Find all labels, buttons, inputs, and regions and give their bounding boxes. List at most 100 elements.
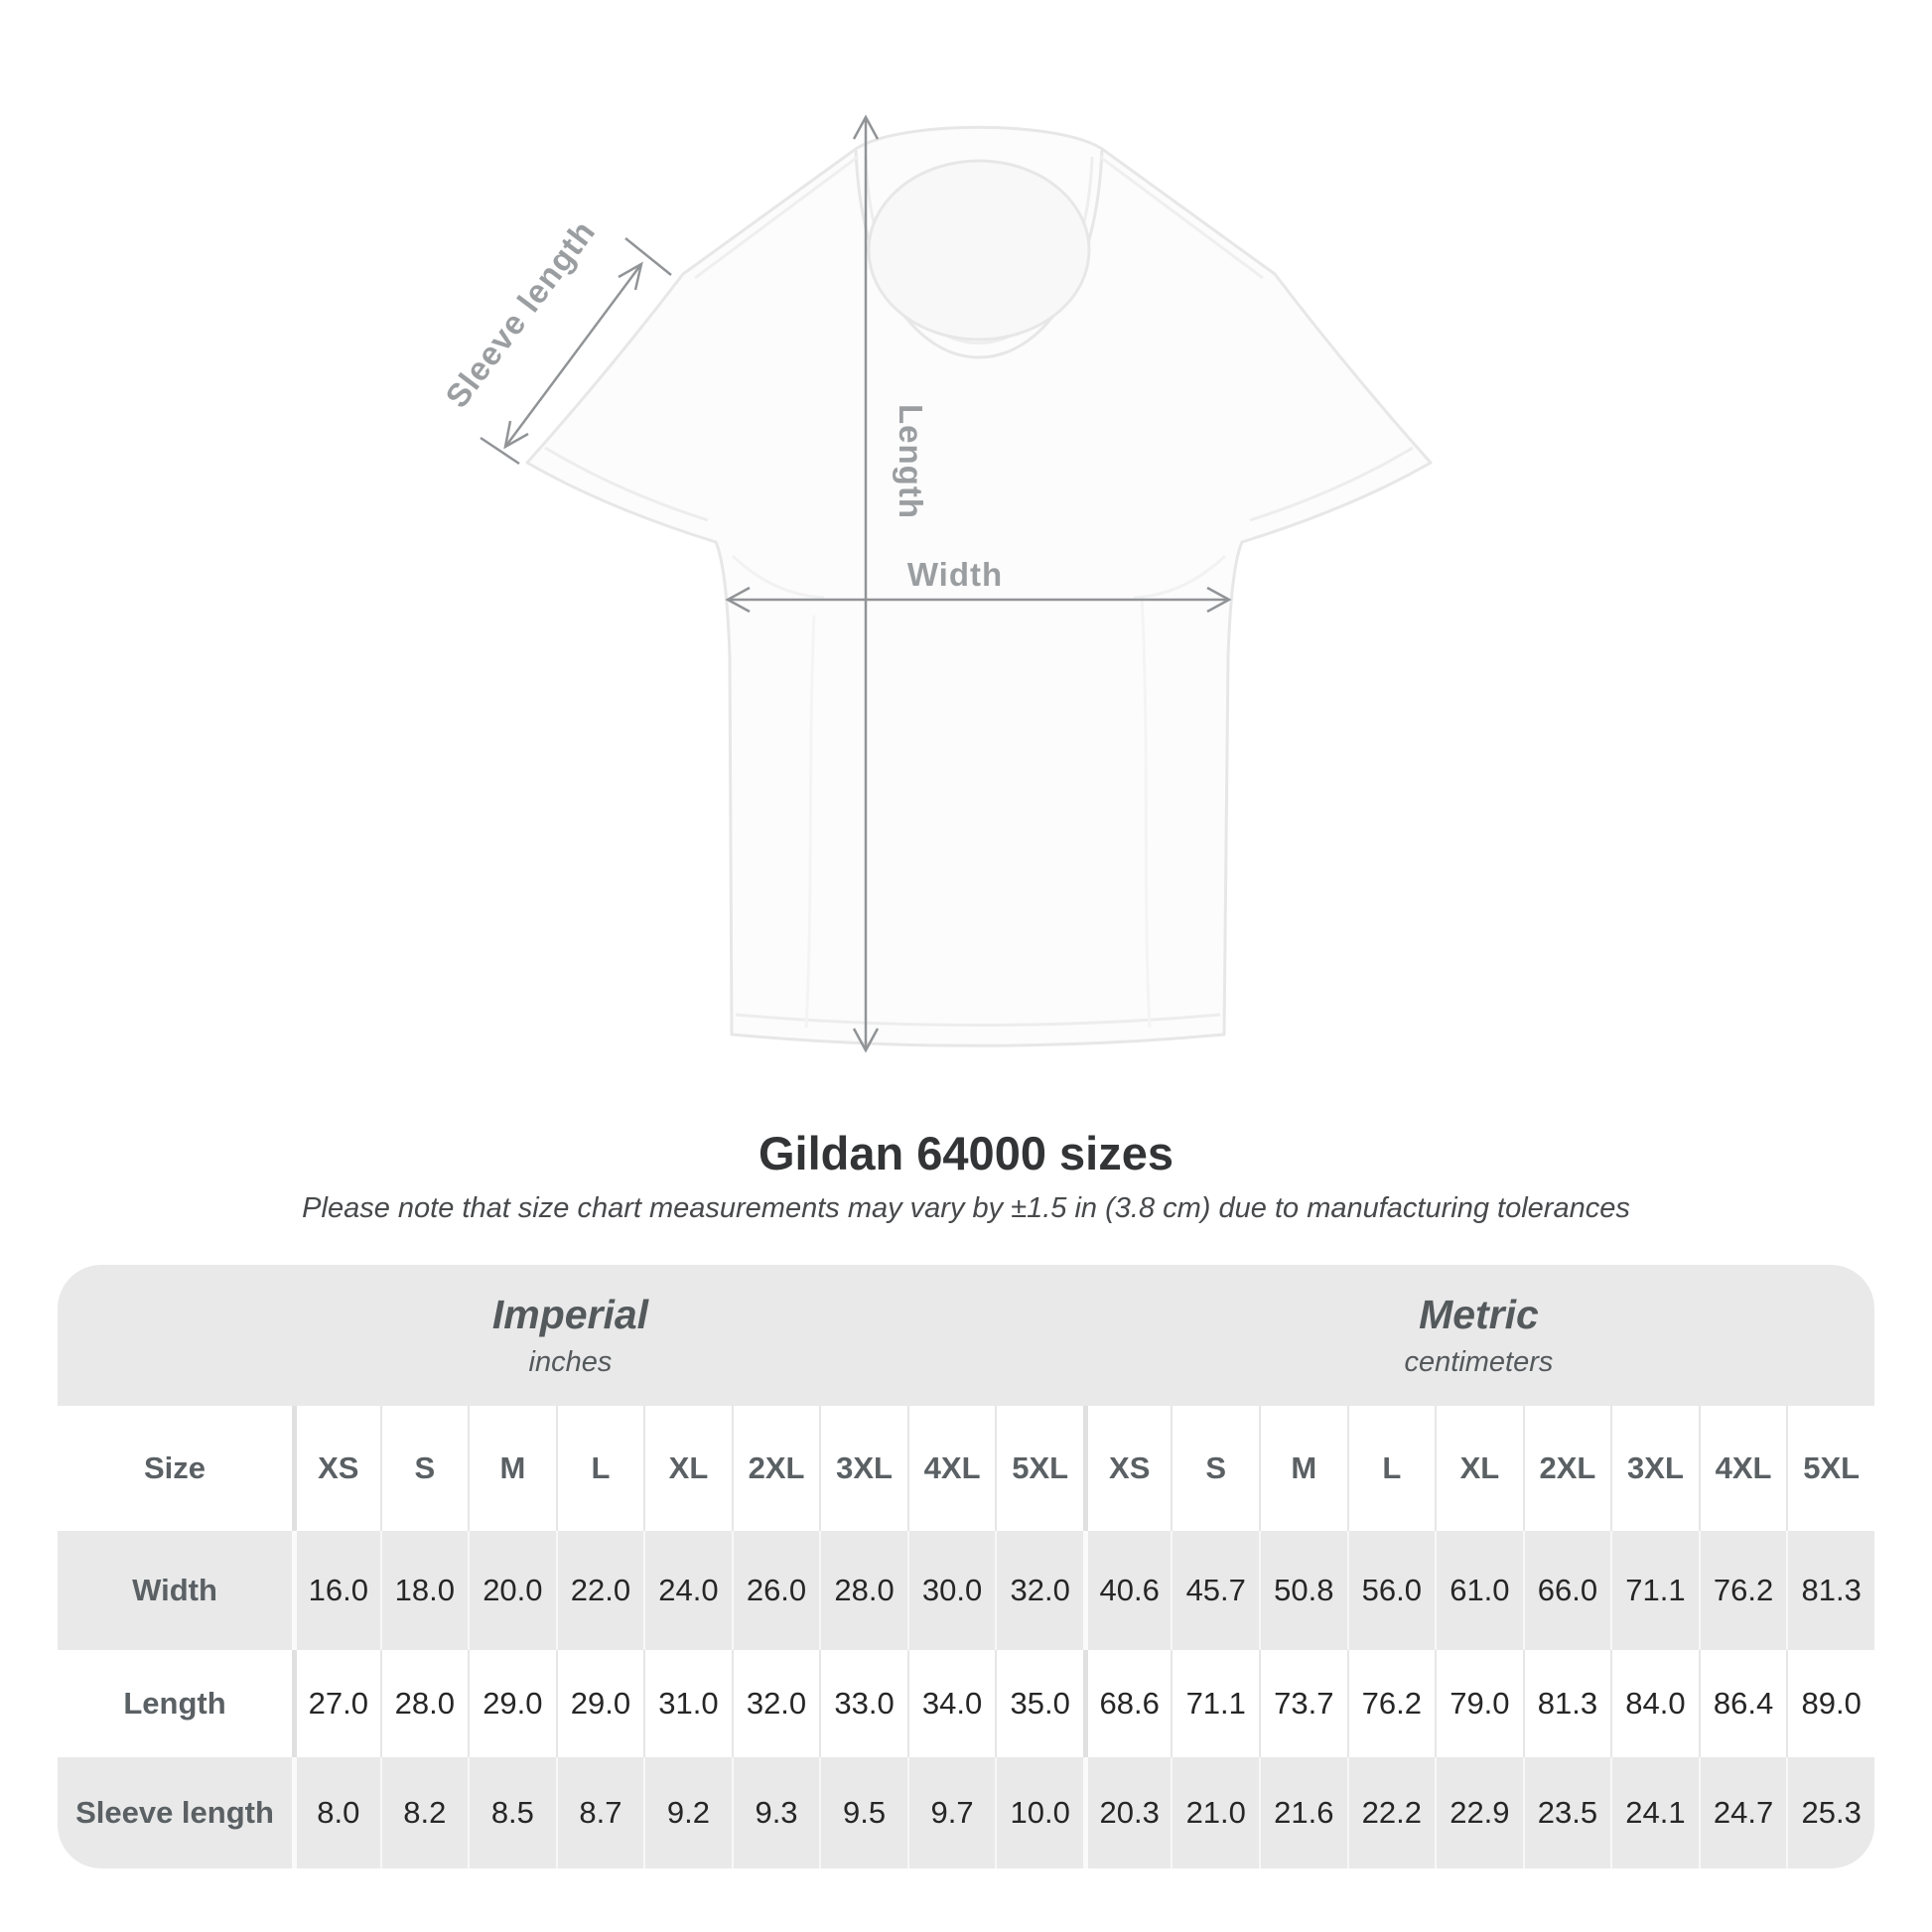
size-header-cell: 5XL — [995, 1406, 1083, 1531]
page-title: Gildan 64000 sizes — [758, 1127, 1174, 1179]
width-arrow — [725, 586, 1232, 614]
table-cell: 71.1 — [1610, 1531, 1699, 1650]
table-cell: 45.7 — [1171, 1531, 1260, 1650]
table-cell: 9.7 — [906, 1757, 996, 1868]
table-cell: 28.0 — [379, 1650, 469, 1757]
measurement-annotations — [480, 114, 1232, 1053]
table-cell: 40.6 — [1082, 1531, 1172, 1650]
table-cell: 25.3 — [1786, 1757, 1874, 1868]
imperial-unit-label: inches — [528, 1346, 613, 1378]
table-cell: 22.0 — [555, 1531, 644, 1650]
body-crease — [804, 615, 816, 1029]
table-cell: 56.0 — [1346, 1531, 1436, 1650]
tshirt-figure: Sleeve length Length Width — [438, 114, 1433, 1053]
sleeve-length-row: Sleeve length 8.0 8.2 8.5 8.7 9.2 9.3 9.… — [58, 1757, 1874, 1868]
length-label: Length — [893, 404, 929, 519]
table-cell: 9.3 — [731, 1757, 820, 1868]
underarm-crease-right — [1133, 554, 1227, 600]
table-cell: 86.4 — [1698, 1650, 1787, 1757]
collar-inner-opening — [867, 159, 1091, 342]
table-cell: 21.6 — [1259, 1757, 1347, 1868]
table-cell: 21.0 — [1171, 1757, 1260, 1868]
table-cell: 71.1 — [1171, 1650, 1260, 1757]
sleeve-length-label: Sleeve length — [438, 213, 602, 415]
size-header-cell: XS — [292, 1406, 380, 1531]
table-cell: 8.0 — [292, 1757, 380, 1868]
table-cell: 84.0 — [1610, 1650, 1699, 1757]
table-cell: 35.0 — [995, 1650, 1083, 1757]
table-cell: 24.0 — [643, 1531, 732, 1650]
size-header-cell: M — [468, 1406, 556, 1531]
size-header-cell: 2XL — [1522, 1406, 1611, 1531]
table-cell: 27.0 — [292, 1650, 380, 1757]
table-cell: 20.0 — [468, 1531, 556, 1650]
table-cell: 34.0 — [906, 1650, 996, 1757]
row-label: Width — [58, 1531, 292, 1650]
width-label: Width — [907, 556, 1003, 593]
tolerance-note: Please note that size chart measurements… — [302, 1192, 1630, 1224]
unit-header-row: Imperial inches Metric centimeters — [58, 1265, 1874, 1406]
tshirt-illustration — [525, 125, 1433, 1047]
table-cell: 29.0 — [555, 1650, 644, 1757]
table-cell: 79.0 — [1435, 1650, 1523, 1757]
length-arrow — [852, 114, 880, 1053]
left-sleeve-seam — [544, 446, 709, 522]
size-header-cell: M — [1259, 1406, 1347, 1531]
table-cell: 26.0 — [731, 1531, 820, 1650]
sleeve-length-arrow — [480, 237, 672, 466]
table-cell: 9.5 — [819, 1757, 907, 1868]
table-cell: 8.7 — [555, 1757, 644, 1868]
size-header-cell: XL — [643, 1406, 732, 1531]
size-header-cell: 3XL — [1610, 1406, 1699, 1531]
metric-header-cell: Metric centimeters — [1082, 1265, 1874, 1406]
table-cell: 89.0 — [1786, 1650, 1874, 1757]
table-cell: 22.2 — [1346, 1757, 1436, 1868]
table-cell: 76.2 — [1346, 1650, 1436, 1757]
table-cell: 23.5 — [1522, 1757, 1611, 1868]
tshirt-body-outline — [525, 125, 1433, 1047]
right-sleeve-seam — [1249, 446, 1414, 522]
table-cell: 16.0 — [292, 1531, 380, 1650]
row-label: Length — [58, 1650, 292, 1757]
tshirt-diagram: Sleeve length Length Width — [438, 114, 1433, 1053]
size-table: Imperial inches Metric centimeters Size … — [58, 1265, 1874, 1868]
imperial-header-cell: Imperial inches — [58, 1265, 1083, 1406]
table-cell: 8.5 — [468, 1757, 556, 1868]
size-header-cell: XS — [1082, 1406, 1172, 1531]
table-cell: 29.0 — [468, 1650, 556, 1757]
size-header-cell: XL — [1435, 1406, 1523, 1531]
table-cell: 30.0 — [906, 1531, 996, 1650]
table-cell: 28.0 — [819, 1531, 907, 1650]
row-label: Sleeve length — [58, 1757, 292, 1868]
imperial-label: Imperial — [491, 1292, 649, 1337]
metric-unit-label: centimeters — [1404, 1346, 1554, 1378]
underarm-crease-left — [731, 554, 825, 600]
table-cell: 76.2 — [1698, 1531, 1787, 1650]
table-cell: 20.3 — [1082, 1757, 1172, 1868]
left-shoulder-seam — [694, 155, 859, 280]
size-header-cell: 4XL — [1698, 1406, 1787, 1531]
size-header-cell: L — [555, 1406, 644, 1531]
body-crease-right — [1140, 595, 1152, 1029]
table-cell: 9.2 — [643, 1757, 732, 1868]
table-cell: 10.0 — [995, 1757, 1083, 1868]
table-cell: 24.7 — [1698, 1757, 1787, 1868]
table-cell: 66.0 — [1522, 1531, 1611, 1650]
table-cell: 50.8 — [1259, 1531, 1347, 1650]
table-cell: 8.2 — [379, 1757, 469, 1868]
size-header-cell: 2XL — [731, 1406, 820, 1531]
right-shoulder-seam — [1099, 155, 1264, 280]
table-cell: 81.3 — [1522, 1650, 1611, 1757]
size-header-row: Size XS S M L XL 2XL 3XL 4XL 5XL XS S M … — [58, 1406, 1874, 1531]
table-cell: 18.0 — [379, 1531, 469, 1650]
table-cell: 73.7 — [1259, 1650, 1347, 1757]
table-cell: 22.9 — [1435, 1757, 1523, 1868]
metric-label: Metric — [1419, 1292, 1539, 1337]
table-cell: 24.1 — [1610, 1757, 1699, 1868]
length-row: Length 27.0 28.0 29.0 29.0 31.0 32.0 33.… — [58, 1650, 1874, 1757]
table-cell: 61.0 — [1435, 1531, 1523, 1650]
table-cell: 32.0 — [731, 1650, 820, 1757]
table-cell: 81.3 — [1786, 1531, 1874, 1650]
size-header-cell: S — [1171, 1406, 1260, 1531]
